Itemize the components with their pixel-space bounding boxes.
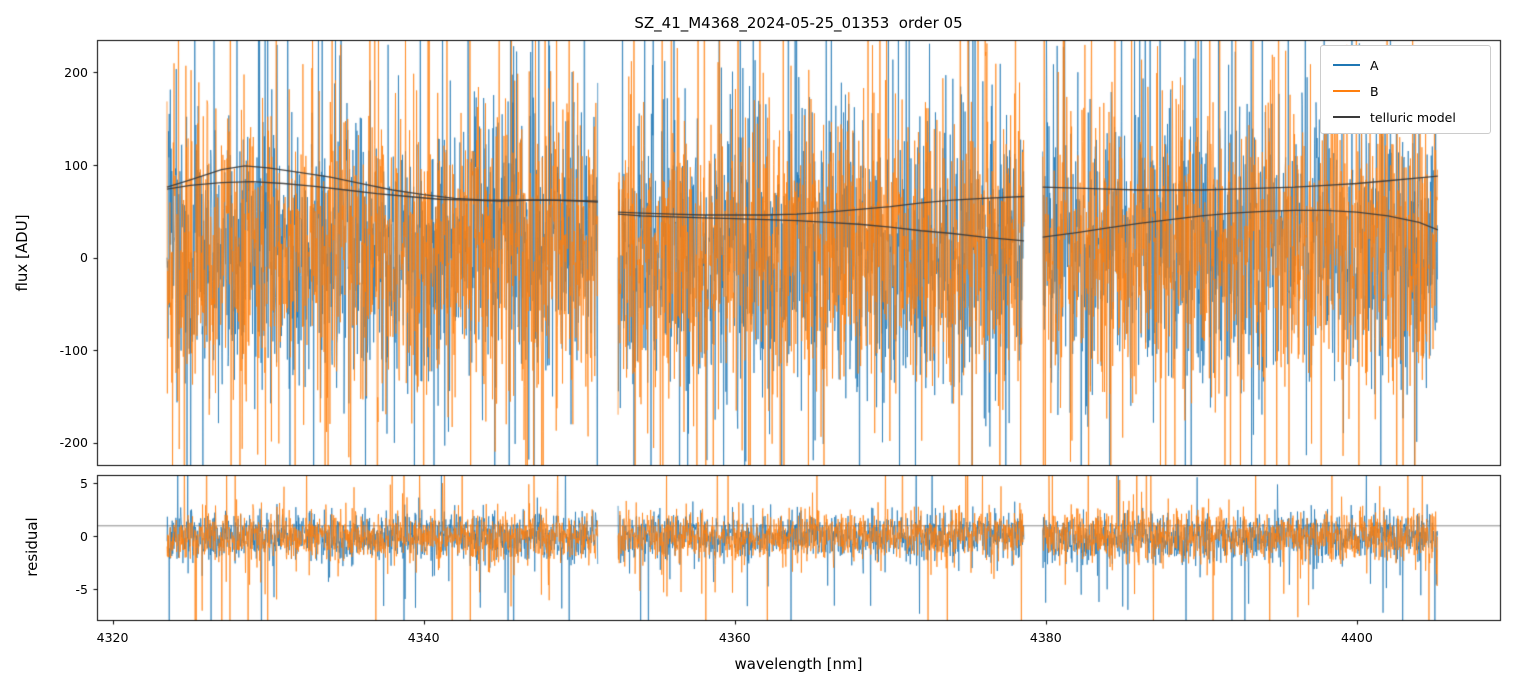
legend-entry-b: B <box>1333 78 1490 104</box>
chart-title: SZ_41_M4368_2024-05-25_01353 order 05 <box>634 14 963 32</box>
legend-label-telluric: telluric model <box>1370 109 1456 125</box>
legend: A B telluric model <box>1320 45 1491 134</box>
flux-tick-label: 200 <box>64 64 88 80</box>
x-tick-label: 4360 <box>718 630 751 645</box>
legend-label-a: A <box>1370 57 1379 73</box>
x-tick-label: 4320 <box>96 630 129 645</box>
flux-tick-label: -100 <box>59 342 88 358</box>
x-tick-label: 4340 <box>407 630 440 645</box>
legend-line-b-icon <box>1333 90 1360 92</box>
flux-tick-label: 0 <box>80 250 88 266</box>
legend-line-telluric-icon <box>1333 116 1360 118</box>
residual-tick-label: -5 <box>75 581 88 597</box>
legend-label-b: B <box>1370 83 1379 99</box>
x-axis-label: wavelength [nm] <box>734 655 863 673</box>
flux-tick-label: -200 <box>59 435 88 451</box>
residual-axis-label: residual <box>23 517 41 577</box>
x-tick-label: 4400 <box>1340 630 1373 645</box>
residual-tick-label: 0 <box>80 528 88 544</box>
legend-entry-a: A <box>1333 52 1490 78</box>
residual-tick-label: 5 <box>80 475 88 491</box>
x-tick-label: 4380 <box>1029 630 1062 645</box>
flux-tick-label: 100 <box>64 157 88 173</box>
legend-line-a-icon <box>1333 64 1360 66</box>
legend-entry-telluric: telluric model <box>1333 104 1490 130</box>
